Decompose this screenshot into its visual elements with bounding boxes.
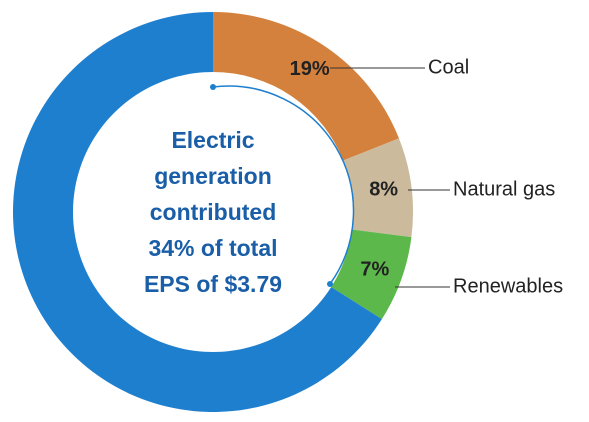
center-text: EPS of $3.79 [144, 271, 282, 297]
wedge [331, 229, 412, 320]
wedge [213, 12, 399, 161]
arc-dot [210, 84, 216, 90]
legend-label: Renewables [453, 275, 563, 297]
data-label: 8% [369, 179, 398, 201]
donut [12, 12, 413, 413]
data-label: 7% [360, 259, 389, 281]
center-text: Electric [171, 127, 254, 153]
annotation-arc [212, 85, 355, 285]
legend-label: Natural gas [453, 178, 555, 200]
center-text: 34% of total [148, 235, 277, 261]
data-label: 19% [290, 58, 330, 80]
wedge [343, 138, 413, 238]
legend-label: Coal [428, 56, 469, 78]
arc-dot [327, 281, 333, 287]
center-text: generation [154, 163, 272, 189]
center-text: contributed [150, 199, 277, 225]
wedge [12, 12, 382, 413]
